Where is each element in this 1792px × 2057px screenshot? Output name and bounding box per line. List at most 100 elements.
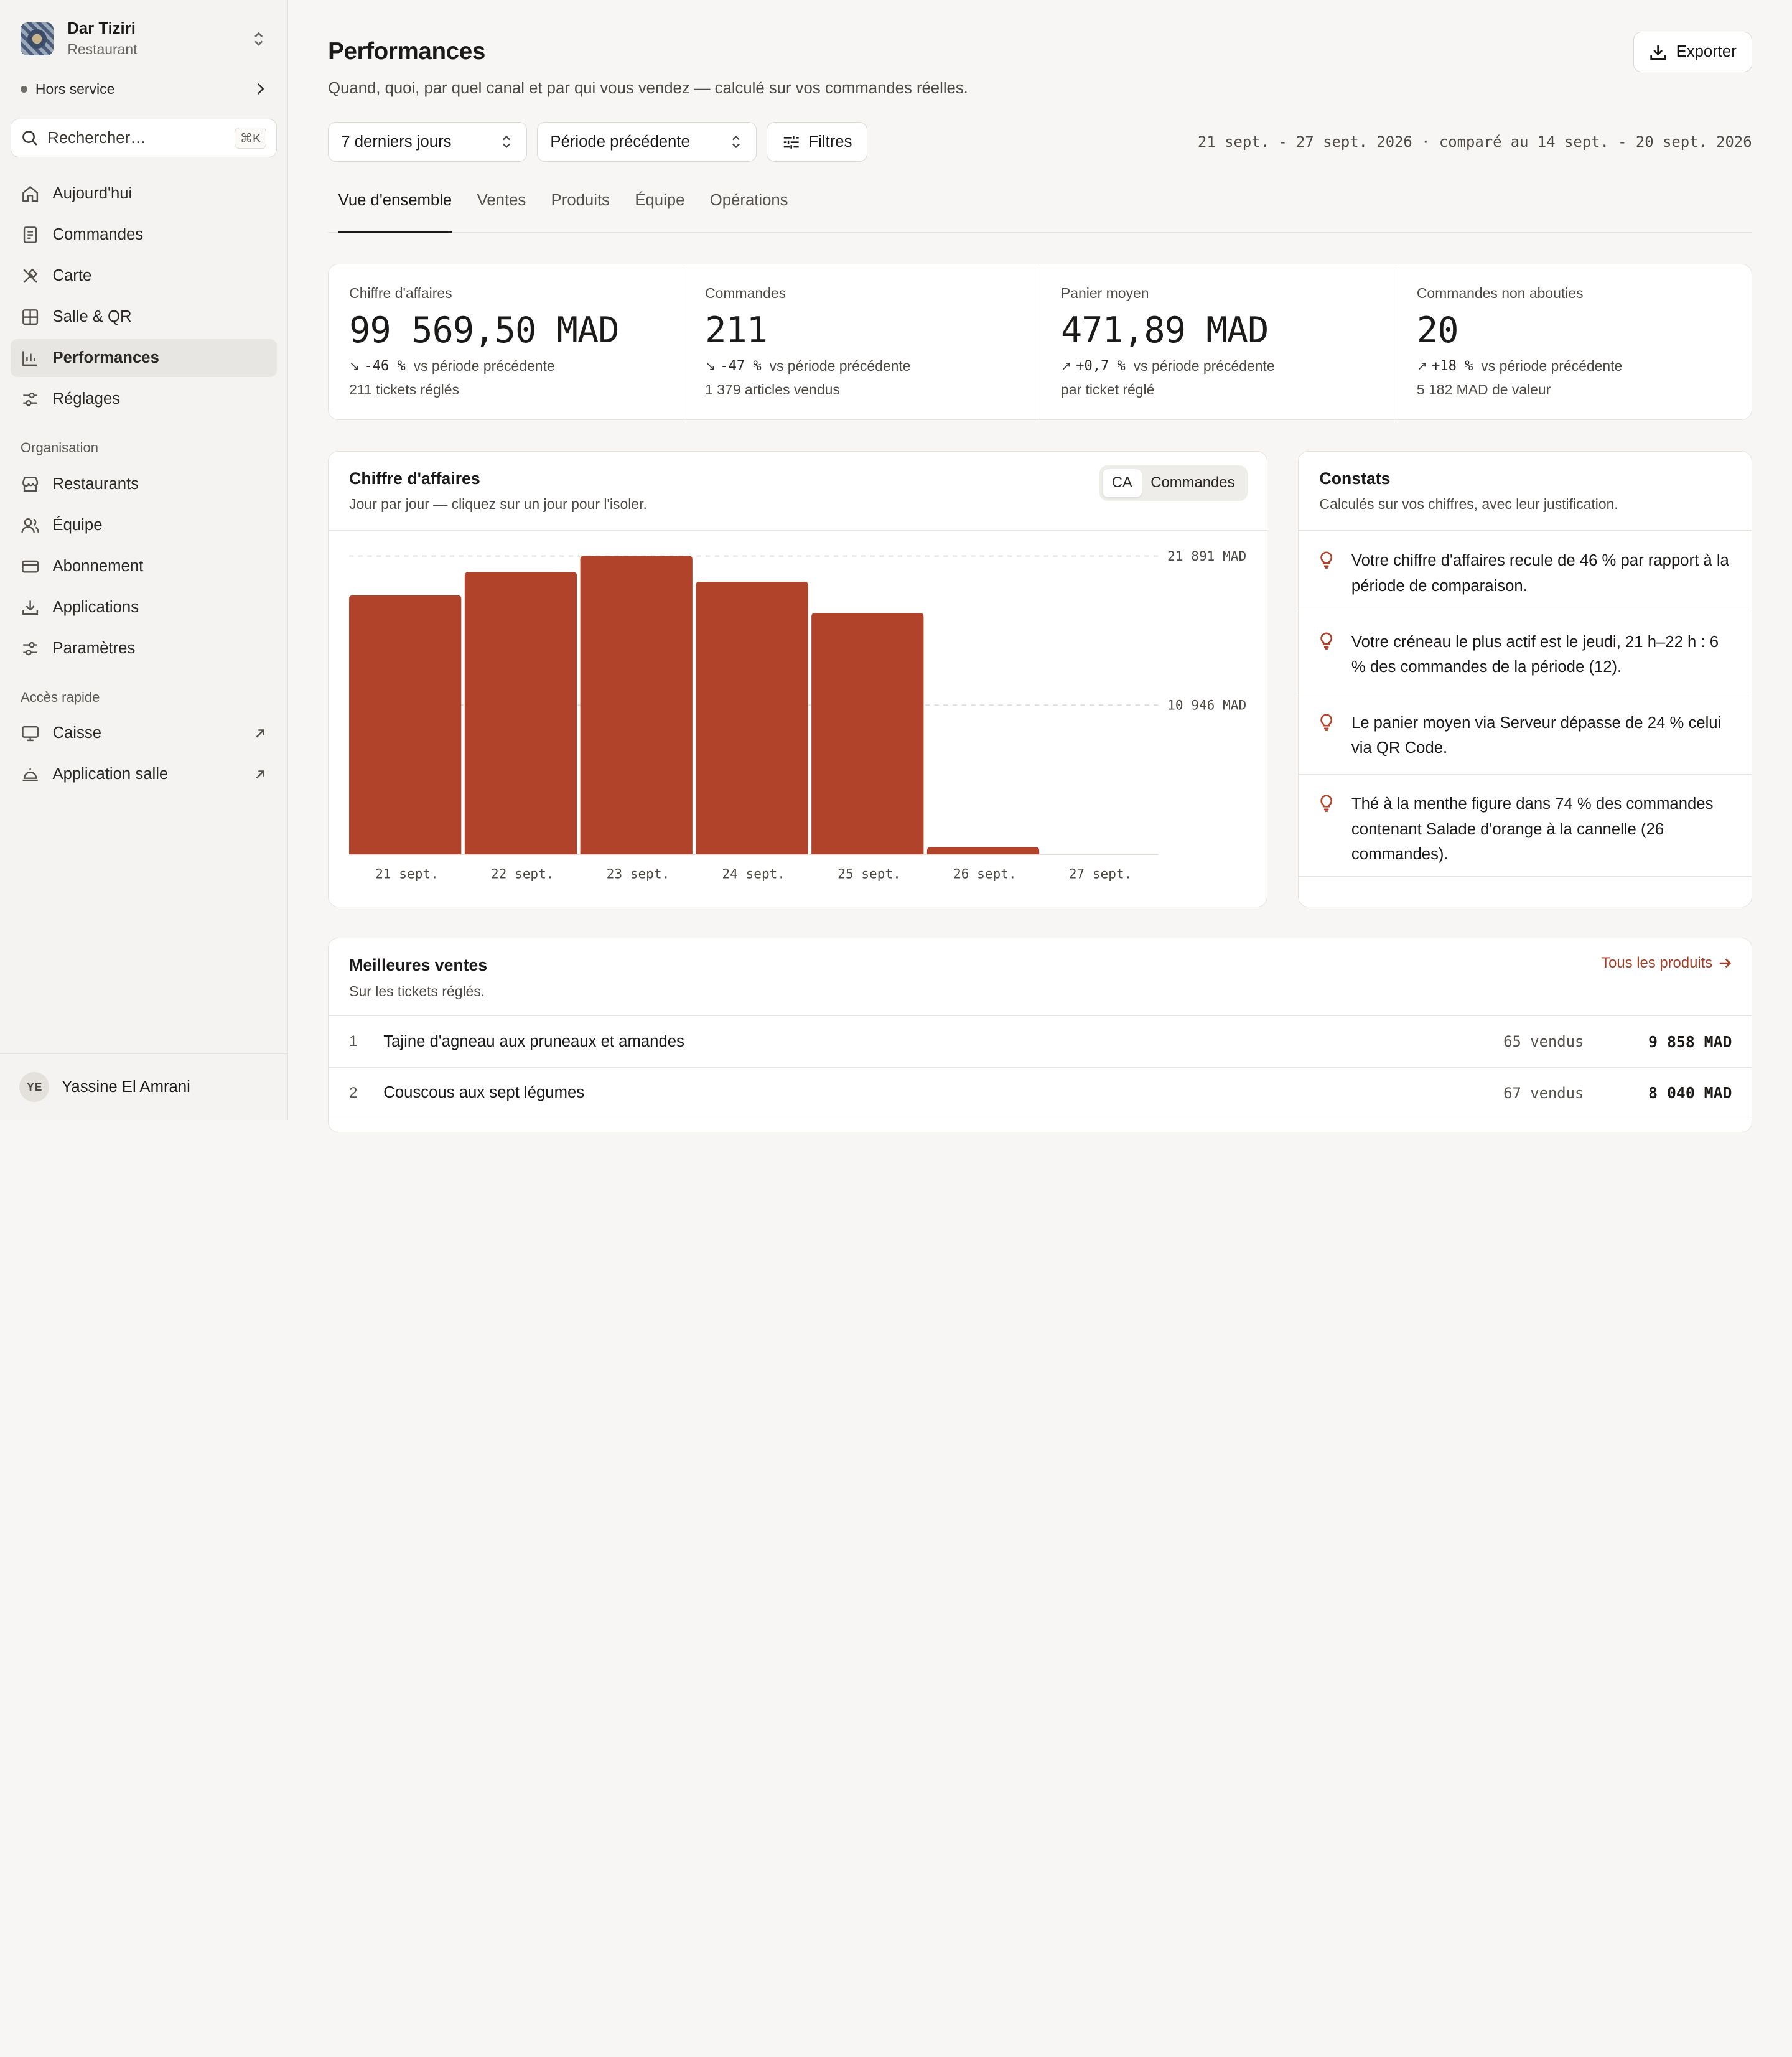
export-button[interactable]: Exporter [1633, 32, 1752, 72]
arrow-down-right-icon: ↘ [349, 359, 360, 373]
avatar: YE [19, 1072, 49, 1103]
search-icon [22, 131, 37, 146]
user-menu[interactable]: YE Yassine El Amrani [0, 1053, 287, 1120]
chart-bar[interactable] [927, 847, 1040, 854]
external-link-icon [256, 770, 264, 779]
revenue-chart-card: Chiffre d'affaires Jour par jour — cliqu… [328, 450, 1267, 907]
kpi-delta: -47 % [720, 358, 762, 374]
lightbulb-icon [1320, 714, 1332, 731]
kpi-card: Commandes 211 ↘ -47 % vs période précédent… [684, 264, 1040, 420]
kpi-delta-suffix: vs période précédente [1133, 357, 1275, 374]
page-title: Performances [328, 37, 485, 65]
chevron-up-down-icon [254, 32, 263, 46]
nav-item-application-salle[interactable]: Application salle [11, 755, 278, 793]
chart-bar[interactable] [464, 572, 577, 854]
table-row[interactable]: 1 Tajine d'agneau aux pruneaux et amande… [329, 1016, 1752, 1068]
nav-item-applications[interactable]: Applications [11, 589, 278, 627]
compare-select[interactable]: Période précédente [537, 122, 757, 162]
export-label: Exporter [1676, 43, 1737, 61]
tab-operations[interactable]: Opérations [709, 192, 788, 210]
monitor-icon [22, 726, 39, 742]
nav-item-aujourdhui[interactable]: Aujourd'hui [11, 175, 278, 213]
nav-item-label: Abonnement [52, 557, 144, 575]
external-link-icon [256, 729, 264, 738]
workspace-switcher[interactable]: Dar Tiziri Restaurant [0, 0, 287, 60]
sidebar: Dar Tiziri Restaurant Hors service Reche… [0, 0, 288, 1120]
service-status[interactable]: Hors service [0, 75, 287, 103]
row-rank: 2 [349, 1084, 358, 1101]
nav-item-label: Caisse [52, 724, 102, 742]
kpi-delta-suffix: vs période précédente [1481, 357, 1623, 374]
search-input[interactable]: Rechercher… ⌘K [10, 118, 278, 158]
nav-item-caisse[interactable]: Caisse [11, 714, 278, 752]
nav-item-equipe[interactable]: Équipe [11, 506, 278, 544]
nav-item-label: Application salle [52, 765, 169, 783]
kpi-delta: -46 % [364, 358, 406, 374]
kpi-row: Chiffre d'affaires 99 569,50 MAD ↘ -46 % v… [328, 263, 1752, 421]
users-icon [21, 518, 39, 533]
nav-item-label: Salle & QR [52, 308, 132, 326]
kpi-delta: +0,7 % [1076, 358, 1126, 374]
x-tick-label: 26 sept. [953, 865, 1017, 881]
table-row[interactable]: 2 Couscous aux sept légumes 67 vendus 8 … [329, 1068, 1752, 1119]
controls-bar: 7 derniers jours Période précédente Filt… [328, 122, 1752, 162]
kpi-value: 471,89 MAD [1060, 309, 1269, 351]
app: Dar Tiziri Restaurant Hors service Reche… [0, 0, 1752, 1132]
tab-equipe[interactable]: Équipe [635, 192, 685, 210]
metric-toggle: CA Commandes [1099, 465, 1248, 501]
tab-ventes[interactable]: Ventes [477, 192, 526, 210]
period-select[interactable]: 7 derniers jours [328, 122, 527, 162]
nav-item-abonnement[interactable]: Abonnement [11, 548, 278, 585]
toggle-ca[interactable]: CA [1103, 469, 1142, 498]
row-amount: 8 040 MAD [1648, 1084, 1732, 1103]
filters-button[interactable]: Filtres [767, 122, 868, 162]
constats-title: Constats [1319, 469, 1391, 488]
chart-bar[interactable] [696, 581, 808, 854]
kpi-label: Panier moyen [1060, 284, 1149, 301]
insight-item: Votre chiffre d'affaires recule de 46 % … [1299, 530, 1752, 612]
chart-bar[interactable] [811, 612, 924, 854]
nav-item-performances[interactable]: Performances [10, 339, 278, 378]
chart-card-subtitle: Jour par jour — cliquez sur un jour pour… [349, 496, 647, 513]
kpi-card: Chiffre d'affaires 99 569,50 MAD ↘ -46 % v… [329, 264, 684, 420]
kpi-card: Commandes non abouties 20 ↗ +18 % vs pério… [1395, 264, 1752, 420]
filters-label: Filtres [808, 133, 852, 151]
period-select-value: 7 derniers jours [341, 133, 452, 151]
nav-item-reglages[interactable]: Réglages [11, 381, 278, 419]
row-quantity: 67 vendus [1503, 1084, 1584, 1102]
row-product-name: Couscous aux sept légumes [383, 1084, 585, 1102]
workspace-subtitle: Restaurant [67, 41, 138, 58]
nav-item-label: Applications [52, 598, 139, 616]
status-dot [21, 85, 28, 93]
receipt-icon [23, 226, 37, 243]
insight-item: Thé à la menthe figure dans 74 % des com… [1299, 773, 1752, 877]
kpi-delta: +18 % [1432, 358, 1473, 374]
utensils-icon [23, 268, 38, 283]
y-tick-label: 10 946 MAD [1167, 697, 1246, 712]
tab-vue-ensemble[interactable]: Vue d'ensemble [338, 192, 452, 234]
tab-produits[interactable]: Produits [551, 192, 610, 210]
section-label-acces-rapide: Accès rapide [21, 689, 100, 705]
kpi-card: Panier moyen 471,89 MAD ↗ +0,7 % vs périod… [1039, 264, 1396, 420]
filter-sliders-icon [784, 136, 799, 149]
insight-text: Thé à la menthe figure dans 74 % des com… [1351, 795, 1714, 864]
nav-item-parametres[interactable]: Paramètres [11, 630, 278, 668]
row-amount: 9 858 MAD [1648, 1032, 1732, 1051]
kpi-delta-suffix: vs période précédente [413, 357, 555, 374]
y-tick-label: 21 891 MAD [1167, 548, 1246, 563]
chart-bar[interactable] [349, 595, 462, 854]
chart-bar[interactable] [580, 556, 693, 854]
nav-item-restaurants[interactable]: Restaurants [11, 465, 278, 503]
search-placeholder: Rechercher… [47, 129, 146, 147]
nav-item-carte[interactable]: Carte [11, 257, 278, 295]
all-products-link[interactable]: Tous les produits [1601, 954, 1732, 972]
toggle-commandes[interactable]: Commandes [1150, 474, 1235, 492]
arrow-right-icon [1720, 958, 1732, 968]
nav-item-salle-qr[interactable]: Salle & QR [11, 298, 278, 336]
x-tick-label: 27 sept. [1069, 865, 1132, 881]
all-products-label: Tous les produits [1601, 954, 1713, 972]
nav-item-label: Paramètres [52, 639, 136, 657]
nav-item-commandes[interactable]: Commandes [11, 216, 278, 254]
nav-item-label: Performances [52, 349, 159, 367]
status-label: Hors service [35, 80, 115, 97]
